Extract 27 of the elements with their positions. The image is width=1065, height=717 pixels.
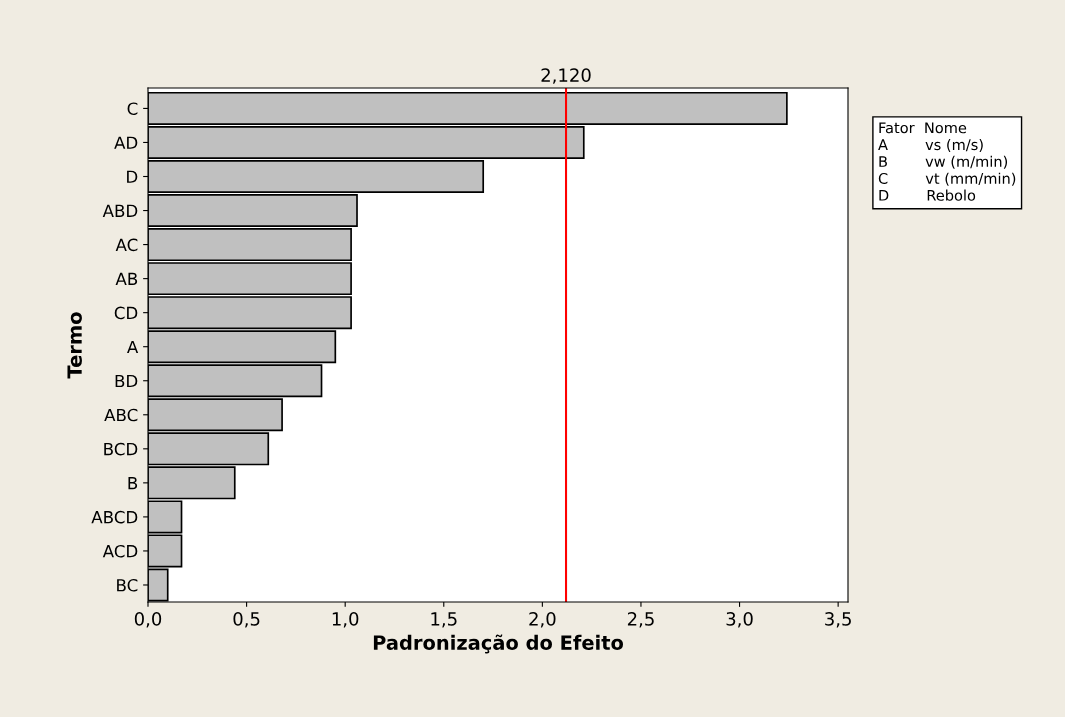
y-tick-label: D <box>127 170 138 183</box>
x-axis-title: Padronização do Efeito <box>373 634 624 654</box>
y-tick-label: ABD <box>102 204 138 217</box>
y-tick-label: ABC <box>104 408 138 422</box>
x-tick-label: 2,0 <box>529 612 556 628</box>
x-tick-label: 0,5 <box>233 612 260 628</box>
y-tick-label: AC <box>115 238 138 252</box>
x-tick-label: 0,0 <box>134 612 162 628</box>
x-tick-label: 1,5 <box>431 612 457 628</box>
x-tick-label: 3,5 <box>825 612 851 628</box>
y-tick-label: A <box>127 340 139 354</box>
y-tick-label: B <box>128 477 138 490</box>
x-tick-label: 1,0 <box>332 612 359 628</box>
y-tick-label: BCD <box>104 442 138 456</box>
y-tick-label: ACD <box>102 544 138 558</box>
text: Fator Nome A vs (m/s) B vw (m/min) C vt (mm/min) D Rebolo <box>878 122 1016 201</box>
x-tick-label: 3,0 <box>726 612 753 628</box>
y-tick-label: BC <box>117 578 138 592</box>
y-axis-title: Termo <box>67 312 82 379</box>
y-tick-label: ABCD <box>91 510 138 524</box>
y-tick-label: BD <box>115 374 138 388</box>
y-tick-label: AD <box>114 136 138 149</box>
y-tick-label: CD <box>114 306 138 320</box>
x-tick-label: 2,5 <box>627 612 654 628</box>
y-tick-label: AB <box>115 272 138 285</box>
y-tick-label: C <box>127 102 138 115</box>
ref-line-label: 2,120 <box>541 68 591 84</box>
